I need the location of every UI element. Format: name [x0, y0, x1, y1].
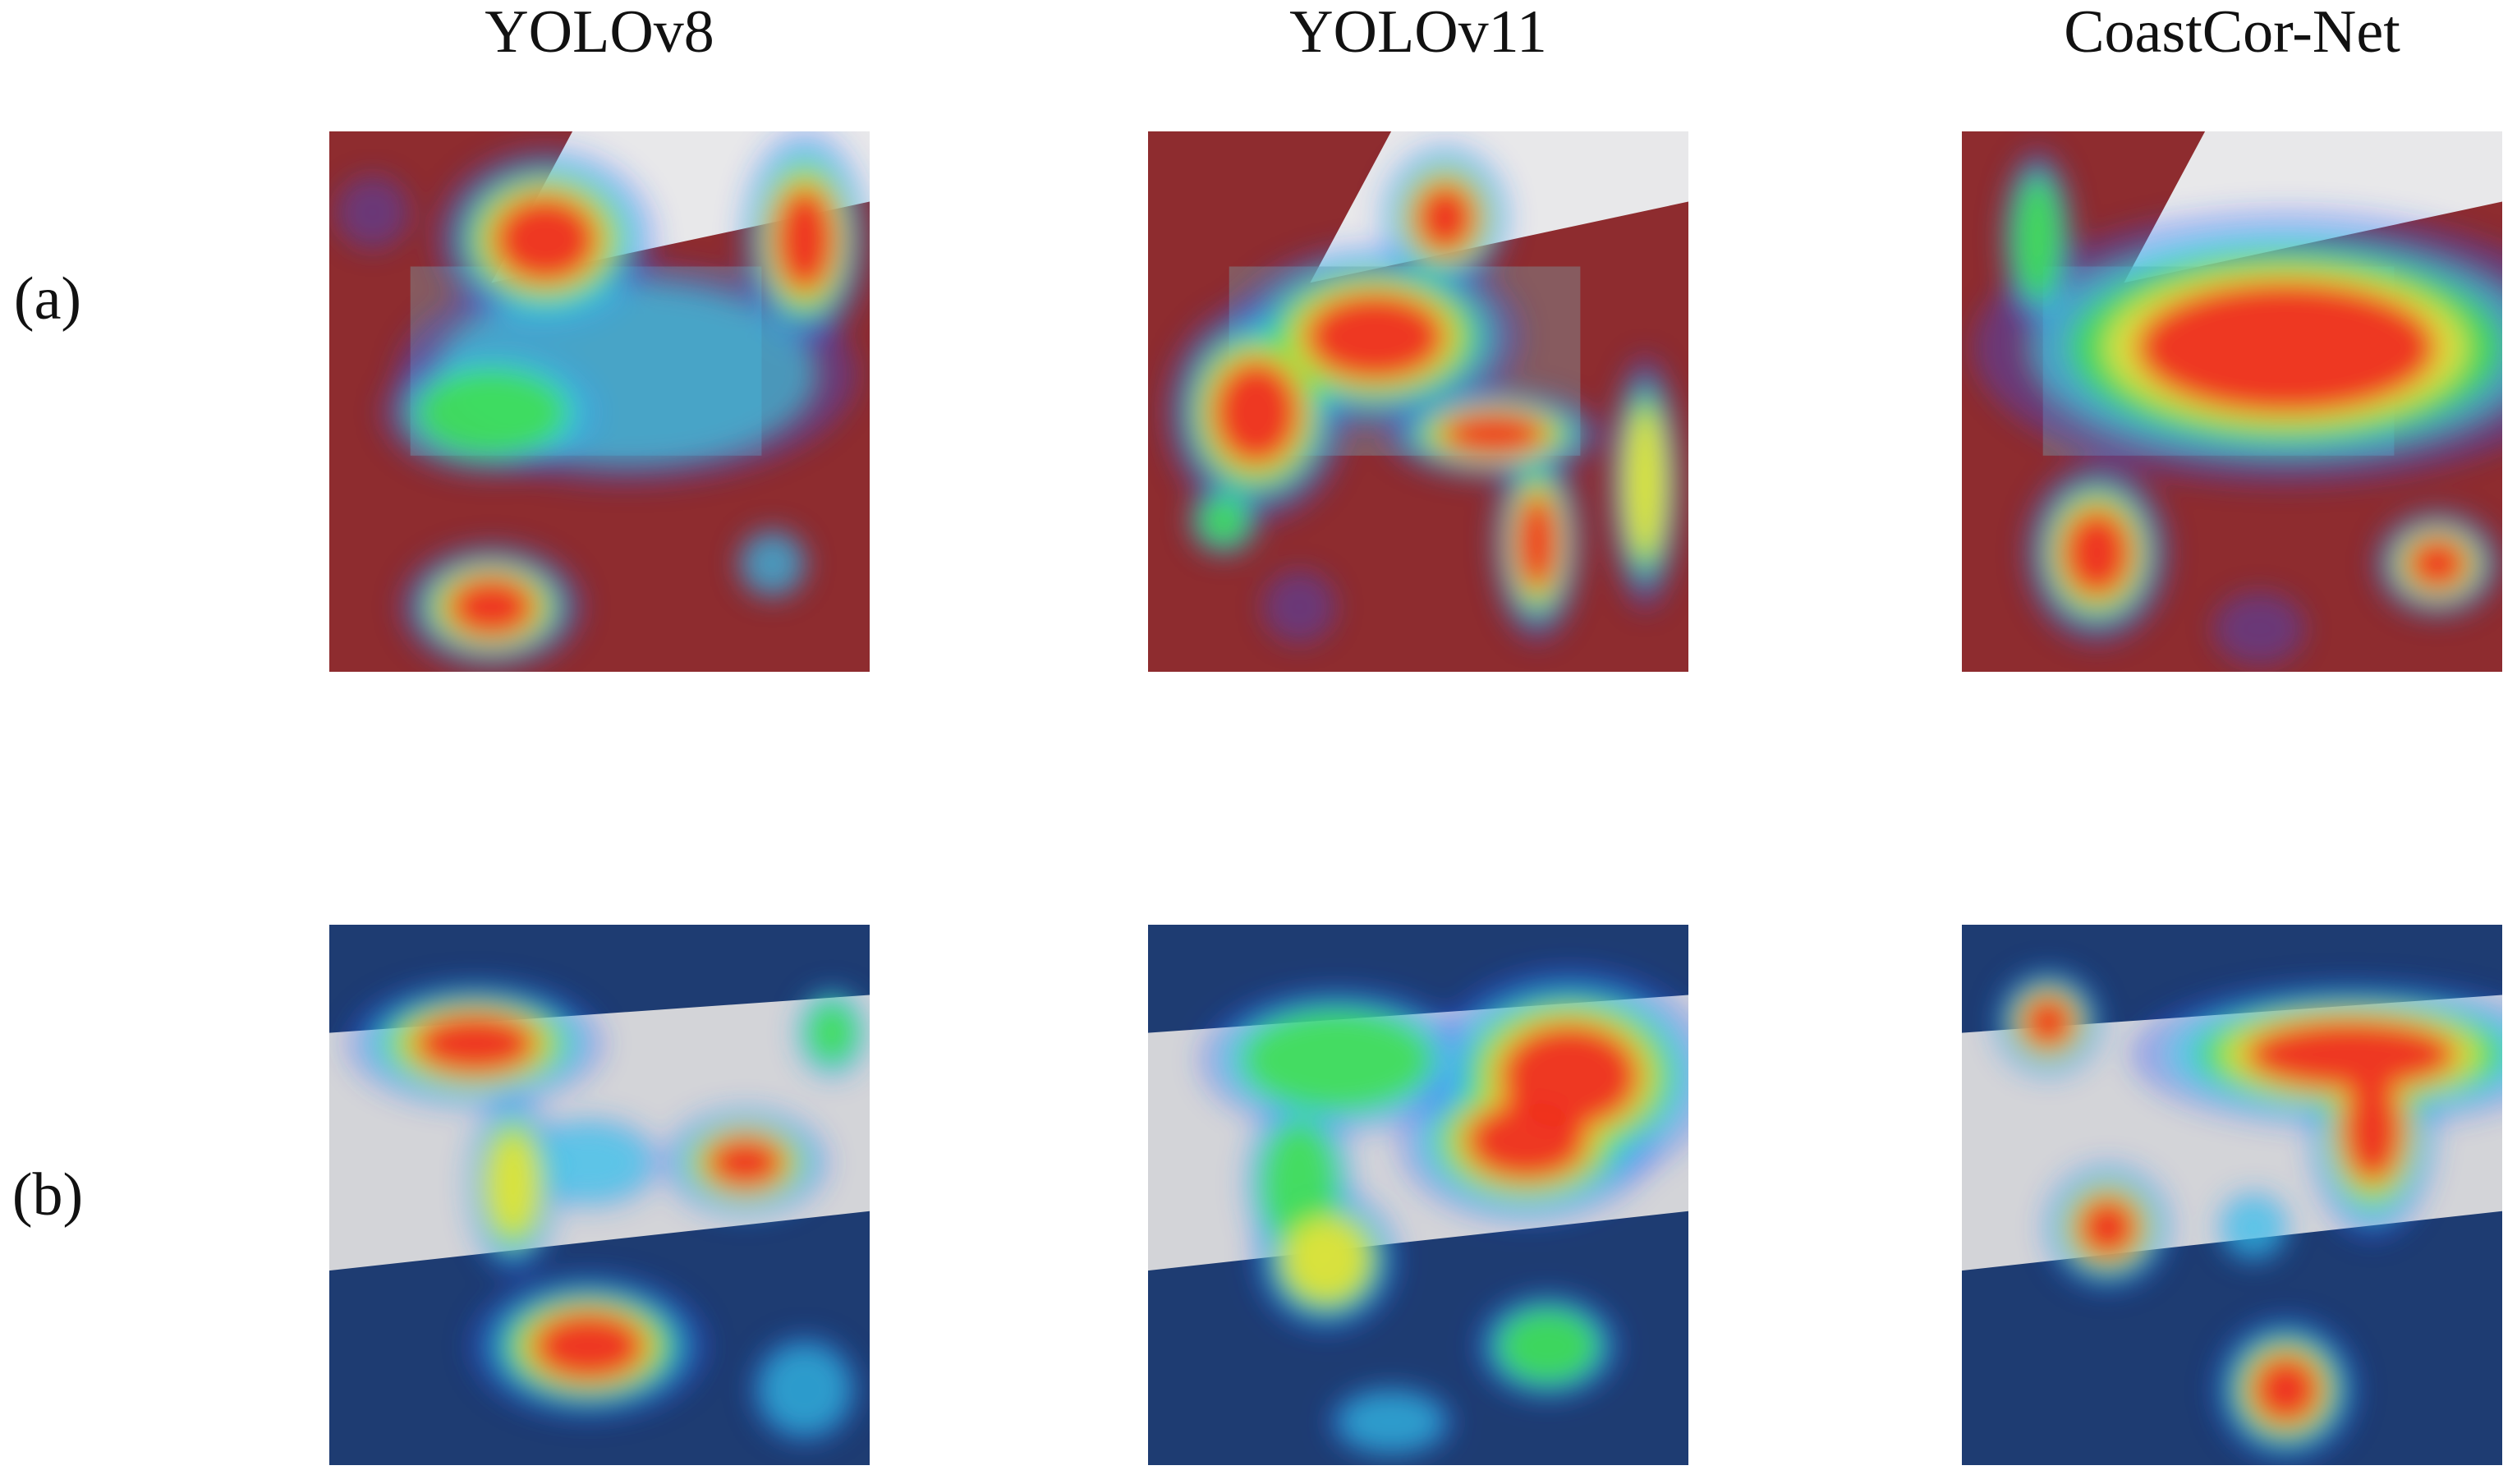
heat-blob — [2244, 1018, 2458, 1091]
heat-blob — [1241, 1008, 1433, 1111]
row-label: (b) — [12, 1161, 83, 1229]
heat-blob — [492, 195, 599, 284]
heat-blob — [1198, 494, 1250, 546]
heat-blob — [1284, 1217, 1369, 1303]
heat-blob — [2212, 591, 2305, 666]
heat-blob — [742, 533, 803, 595]
heat-blob — [1496, 1307, 1600, 1385]
heatmap-panel — [1148, 925, 1688, 1465]
heat-blob — [2250, 1353, 2322, 1426]
heat-blob — [415, 367, 568, 457]
heat-blob — [2223, 1197, 2285, 1258]
heat-blob — [2341, 1077, 2404, 1183]
heat-blob — [1262, 570, 1336, 644]
heat-blob — [1440, 411, 1547, 457]
heatmap-layer — [1993, 967, 2502, 1463]
column-title: YOLOv11 — [1289, 0, 1547, 66]
heat-blob — [413, 1012, 538, 1075]
heat-blob — [486, 1131, 540, 1238]
heatmap-panel — [1148, 131, 1688, 672]
heat-blob — [528, 1124, 650, 1201]
heatmap-layer — [1973, 147, 2502, 666]
heat-blob — [530, 1311, 646, 1382]
heat-blob — [2061, 508, 2133, 598]
heatmap-layer — [347, 979, 869, 1445]
column-title: CoastCor-Net — [2064, 0, 2400, 66]
heatmap-layer — [335, 131, 870, 672]
heat-blob — [705, 1136, 786, 1189]
heat-blob — [2012, 175, 2064, 304]
heat-blob — [1304, 292, 1446, 381]
heat-blob — [774, 186, 836, 293]
heat-blob — [759, 1344, 851, 1436]
heatmap-panel — [1962, 925, 2502, 1465]
heat-blob — [1624, 408, 1667, 557]
heat-blob — [806, 1000, 857, 1065]
heat-blob — [1211, 359, 1301, 466]
heat-blob — [1464, 1100, 1589, 1181]
row-label: (a) — [14, 265, 81, 333]
column-title: YOLOv8 — [485, 0, 714, 66]
heat-blob — [2021, 995, 2075, 1049]
heat-blob — [1338, 1391, 1445, 1453]
heat-blob — [1514, 493, 1559, 591]
heat-blob — [2076, 1196, 2139, 1259]
heatmap-panel — [329, 925, 870, 1465]
heat-blob — [447, 576, 536, 638]
heat-blob — [2135, 281, 2437, 415]
heat-blob — [1414, 182, 1477, 254]
heatmap-layer — [1199, 966, 1688, 1459]
heat-blob — [335, 175, 410, 250]
heat-blob — [2406, 537, 2469, 590]
heatmap-panel — [1962, 131, 2502, 672]
heatmap-panel — [329, 131, 870, 672]
heatmap-layer — [1164, 144, 1683, 644]
